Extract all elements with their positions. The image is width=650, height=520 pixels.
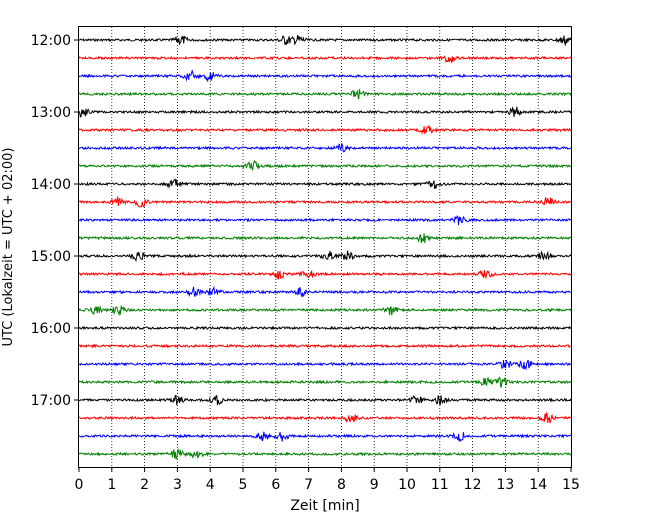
x-tick-label: 9 — [370, 477, 379, 493]
y-tick-label: 15:00 — [31, 249, 71, 265]
seismic-trace — [78, 448, 572, 460]
x-tick-label: 1 — [107, 477, 116, 493]
x-tick-label: 2 — [140, 477, 149, 493]
seismic-trace — [78, 376, 572, 389]
plot-frame — [78, 26, 572, 468]
x-tick-label: 14 — [529, 477, 547, 493]
y-axis: 12:00 13:00 14:00 15:00 16:00 17:00 — [31, 33, 79, 409]
x-tick-label: 15 — [562, 477, 580, 493]
y-axis-label: UTC (Lokalzeit = UTC + 02:00) — [1, 148, 16, 347]
x-tick-label: 8 — [337, 477, 346, 493]
seismic-trace — [78, 325, 572, 331]
x-tick-label: 3 — [173, 477, 182, 493]
seismic-trace — [78, 285, 572, 299]
x-tick-label: 12 — [464, 477, 482, 493]
x-axis: 0 1 2 3 4 5 6 7 8 9 10 11 12 13 14 15 — [75, 467, 580, 493]
seismic-trace — [78, 106, 572, 118]
seismic-trace — [78, 431, 572, 443]
seismic-trace — [78, 55, 572, 64]
seismic-trace — [78, 35, 572, 47]
x-tick-label: 6 — [271, 477, 280, 493]
y-tick-label: 17:00 — [31, 393, 71, 409]
trace-layer — [78, 35, 572, 460]
seismic-trace — [78, 305, 572, 317]
seismic-trace — [78, 250, 572, 263]
seismic-trace — [78, 178, 572, 189]
seismic-trace — [78, 215, 572, 226]
grid-lines — [111, 27, 539, 467]
seismic-trace — [78, 160, 572, 171]
x-tick-label: 11 — [431, 477, 449, 493]
x-tick-label: 0 — [75, 477, 84, 493]
seismic-trace — [78, 394, 572, 406]
y-tick-label: 13:00 — [31, 105, 71, 121]
x-axis-label: Zeit [min] — [290, 498, 359, 514]
x-tick-label: 4 — [206, 477, 215, 493]
x-tick-label: 13 — [496, 477, 514, 493]
x-tick-label: 10 — [398, 477, 416, 493]
x-tick-label: 5 — [239, 477, 248, 493]
seismic-trace — [78, 269, 572, 280]
seismic-trace — [78, 89, 572, 100]
seismic-trace — [78, 343, 572, 349]
seismic-trace — [78, 196, 572, 208]
seismic-trace — [78, 69, 572, 83]
seismic-trace — [78, 125, 572, 135]
seismic-trace — [78, 359, 572, 371]
y-tick-label: 12:00 — [31, 33, 71, 49]
y-tick-label: 14:00 — [31, 177, 71, 193]
seismic-trace — [78, 233, 572, 244]
y-tick-label: 16:00 — [31, 321, 71, 337]
seismic-trace — [78, 412, 572, 424]
x-tick-label: 7 — [304, 477, 313, 493]
seismic-trace — [78, 143, 572, 153]
